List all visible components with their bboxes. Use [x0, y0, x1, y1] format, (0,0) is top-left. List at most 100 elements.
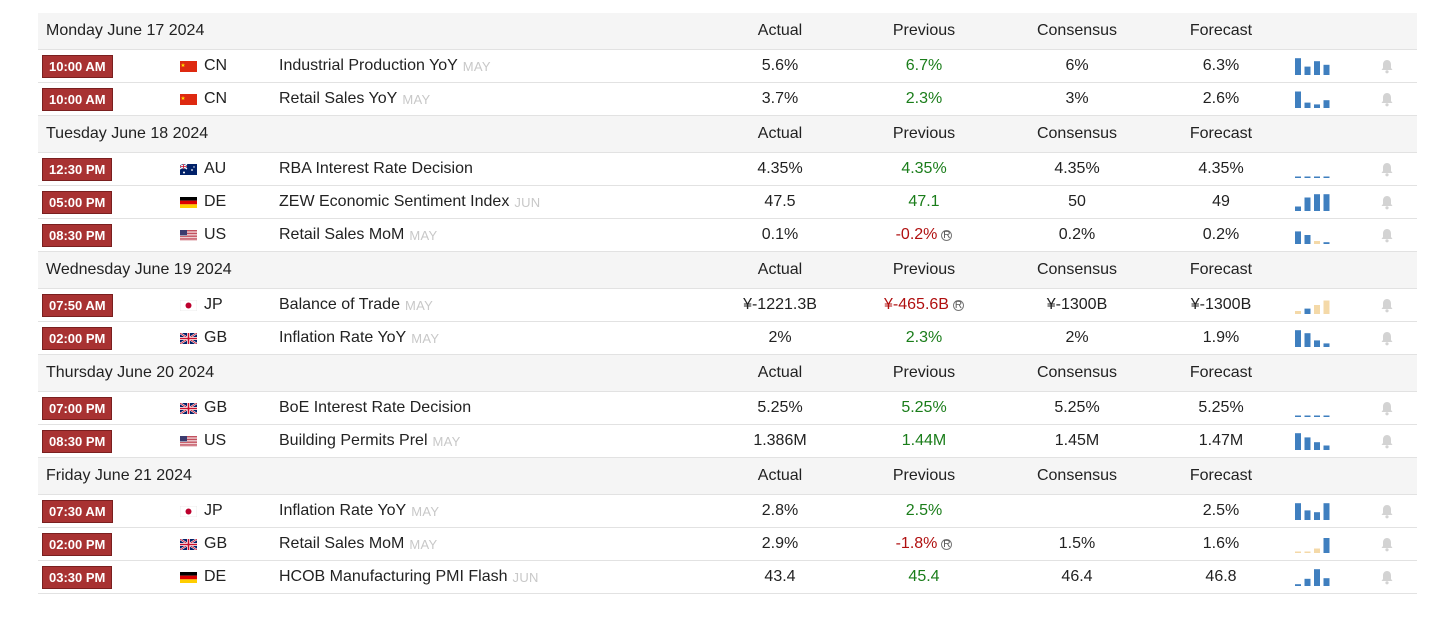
- event-row[interactable]: 02:00 PM GB Retail Sales MoM MAY 2.9% -1.8% R 1…: [38, 528, 1417, 561]
- spark-bar: [1314, 512, 1320, 520]
- event-name[interactable]: Inflation Rate YoY: [279, 329, 407, 346]
- bell-icon[interactable]: [1380, 153, 1396, 185]
- event-row[interactable]: 07:30 AM JP Inflation Rate YoY MAY 2.8% 2.5% 2…: [38, 495, 1417, 528]
- sparkline-chart[interactable]: [1295, 561, 1335, 593]
- event-name[interactable]: Industrial Production YoY: [279, 57, 458, 74]
- event-name-link[interactable]: Retail Sales MoM MAY: [279, 528, 437, 560]
- sparkline-chart[interactable]: [1295, 50, 1335, 82]
- bell-icon[interactable]: [1380, 50, 1396, 82]
- column-header-consensus: Consensus: [1036, 364, 1118, 381]
- actual-value: 5.25%: [757, 399, 803, 416]
- time-badge: 10:00 AM: [42, 83, 113, 115]
- event-period: MAY: [409, 227, 438, 243]
- event-name[interactable]: Building Permits Prel: [279, 432, 428, 449]
- forecast-value: 49: [1212, 193, 1230, 210]
- country-code: AU: [204, 160, 227, 177]
- previous-cell: 2.5%: [868, 495, 980, 527]
- country-code: CN: [204, 57, 228, 74]
- column-header-forecast: Forecast: [1189, 364, 1253, 381]
- spark-bar: [1304, 578, 1311, 586]
- sparkline-chart[interactable]: [1295, 425, 1335, 457]
- sparkline-chart[interactable]: [1295, 219, 1335, 251]
- actual-value: 47.5: [764, 193, 796, 210]
- event-name[interactable]: RBA Interest Rate Decision: [279, 160, 473, 177]
- spark-bar: [1323, 578, 1330, 586]
- sparkline-chart[interactable]: [1295, 528, 1335, 560]
- time-badge: 07:00 PM: [42, 392, 113, 424]
- event-name[interactable]: Inflation Rate YoY: [279, 502, 407, 519]
- jp-flag-icon: [180, 289, 197, 321]
- bell-icon[interactable]: [1380, 322, 1396, 354]
- event-name-link[interactable]: BoE Interest Rate Decision: [279, 392, 471, 424]
- spark-bar: [1295, 584, 1301, 586]
- event-row[interactable]: 07:50 AM JP Balance of Trade MAY ¥-1221.3B ¥-…: [38, 289, 1417, 322]
- event-name[interactable]: Retail Sales YoY: [279, 90, 398, 107]
- event-name[interactable]: ZEW Economic Sentiment Index: [279, 193, 510, 210]
- spark-bar: [1323, 415, 1330, 417]
- actual-value: 5.6%: [761, 57, 799, 74]
- event-name-link[interactable]: HCOB Manufacturing PMI Flash JUN: [279, 561, 539, 593]
- event-name-link[interactable]: Balance of Trade MAY: [279, 289, 433, 321]
- previous-cell: 2.3%: [868, 322, 980, 354]
- event-name-link[interactable]: Industrial Production YoY MAY: [279, 50, 491, 82]
- spark-bar: [1304, 510, 1311, 520]
- event-period: MAY: [462, 58, 491, 74]
- event-period: JUN: [512, 569, 539, 585]
- bell-icon[interactable]: [1380, 392, 1396, 424]
- column-header-forecast: Forecast: [1189, 125, 1253, 142]
- sparkline-chart[interactable]: [1295, 153, 1335, 185]
- forecast-value: 6.3%: [1202, 57, 1240, 74]
- event-row[interactable]: 12:30 PM AU RBA Interest Rate Decision 4.35…: [38, 153, 1417, 186]
- event-name[interactable]: BoE Interest Rate Decision: [279, 399, 472, 416]
- country-code: JP: [204, 502, 223, 519]
- sparkline-chart[interactable]: [1295, 186, 1335, 218]
- event-row[interactable]: 07:00 PM GB BoE Interest Rate Decision 5.25…: [38, 392, 1417, 425]
- event-row[interactable]: 08:30 PM US Retail Sales MoM MAY 0.1% -0.2% R 0…: [38, 219, 1417, 252]
- event-name[interactable]: Balance of Trade: [279, 296, 400, 313]
- previous-value: 2.3%: [905, 90, 943, 107]
- actual-value: 2%: [768, 329, 792, 346]
- event-row[interactable]: 10:00 AM CN Industrial Production YoY MAY 5.…: [38, 50, 1417, 83]
- event-name-link[interactable]: Retail Sales MoM MAY: [279, 219, 437, 251]
- event-name[interactable]: Retail Sales MoM: [279, 226, 405, 243]
- bell-icon[interactable]: [1380, 289, 1396, 321]
- previous-cell: 4.35%: [868, 153, 980, 185]
- event-row[interactable]: 05:00 PM DE ZEW Economic Sentiment Index JU…: [38, 186, 1417, 219]
- bell-icon[interactable]: [1380, 219, 1396, 251]
- event-period: MAY: [411, 503, 440, 519]
- forecast-value: 5.25%: [1198, 399, 1244, 416]
- bell-icon[interactable]: [1380, 495, 1396, 527]
- bell-icon[interactable]: [1380, 561, 1396, 593]
- bell-icon[interactable]: [1380, 425, 1396, 457]
- sparkline-chart[interactable]: [1295, 83, 1335, 115]
- event-name[interactable]: HCOB Manufacturing PMI Flash: [279, 568, 508, 585]
- sparkline-chart[interactable]: [1295, 392, 1335, 424]
- forecast-value: 2.6%: [1202, 90, 1240, 107]
- event-row[interactable]: 08:30 PM US Building Permits Prel MAY 1.386M…: [38, 425, 1417, 458]
- event-row[interactable]: 10:00 AM CN Retail Sales YoY MAY 3.7% 2.3% 3% 2…: [38, 83, 1417, 116]
- bell-icon[interactable]: [1380, 186, 1396, 218]
- bell-icon[interactable]: [1380, 83, 1396, 115]
- sparkline-chart[interactable]: [1295, 495, 1335, 527]
- previous-cell: -0.2% R: [868, 219, 980, 251]
- event-name-link[interactable]: RBA Interest Rate Decision: [279, 153, 473, 185]
- event-row[interactable]: 02:00 PM GB Inflation Rate YoY MAY 2% 2.3% 2% 1…: [38, 322, 1417, 355]
- country-code: GB: [204, 399, 228, 416]
- bell-icon[interactable]: [1380, 528, 1396, 560]
- country-code: JP: [204, 296, 223, 313]
- event-name[interactable]: Retail Sales MoM: [279, 535, 405, 552]
- event-name-link[interactable]: Inflation Rate YoY MAY: [279, 495, 439, 527]
- event-row[interactable]: 03:30 PM DE HCOB Manufacturing PMI Flash JU…: [38, 561, 1417, 594]
- spark-bar: [1304, 437, 1311, 450]
- event-name-link[interactable]: Building Permits Prel MAY: [279, 425, 461, 457]
- event-name-link[interactable]: Retail Sales YoY MAY: [279, 83, 430, 115]
- column-header-consensus: Consensus: [1036, 22, 1118, 39]
- forecast-value: 1.9%: [1202, 329, 1240, 346]
- sparkline-chart[interactable]: [1295, 289, 1335, 321]
- event-period: MAY: [404, 297, 434, 313]
- sparkline-chart[interactable]: [1295, 322, 1335, 354]
- event-name-link[interactable]: ZEW Economic Sentiment Index JUN: [279, 186, 541, 218]
- actual-value: 1.386M: [753, 432, 807, 449]
- event-name-link[interactable]: Inflation Rate YoY MAY: [279, 322, 439, 354]
- consensus-value: 3%: [1065, 90, 1089, 107]
